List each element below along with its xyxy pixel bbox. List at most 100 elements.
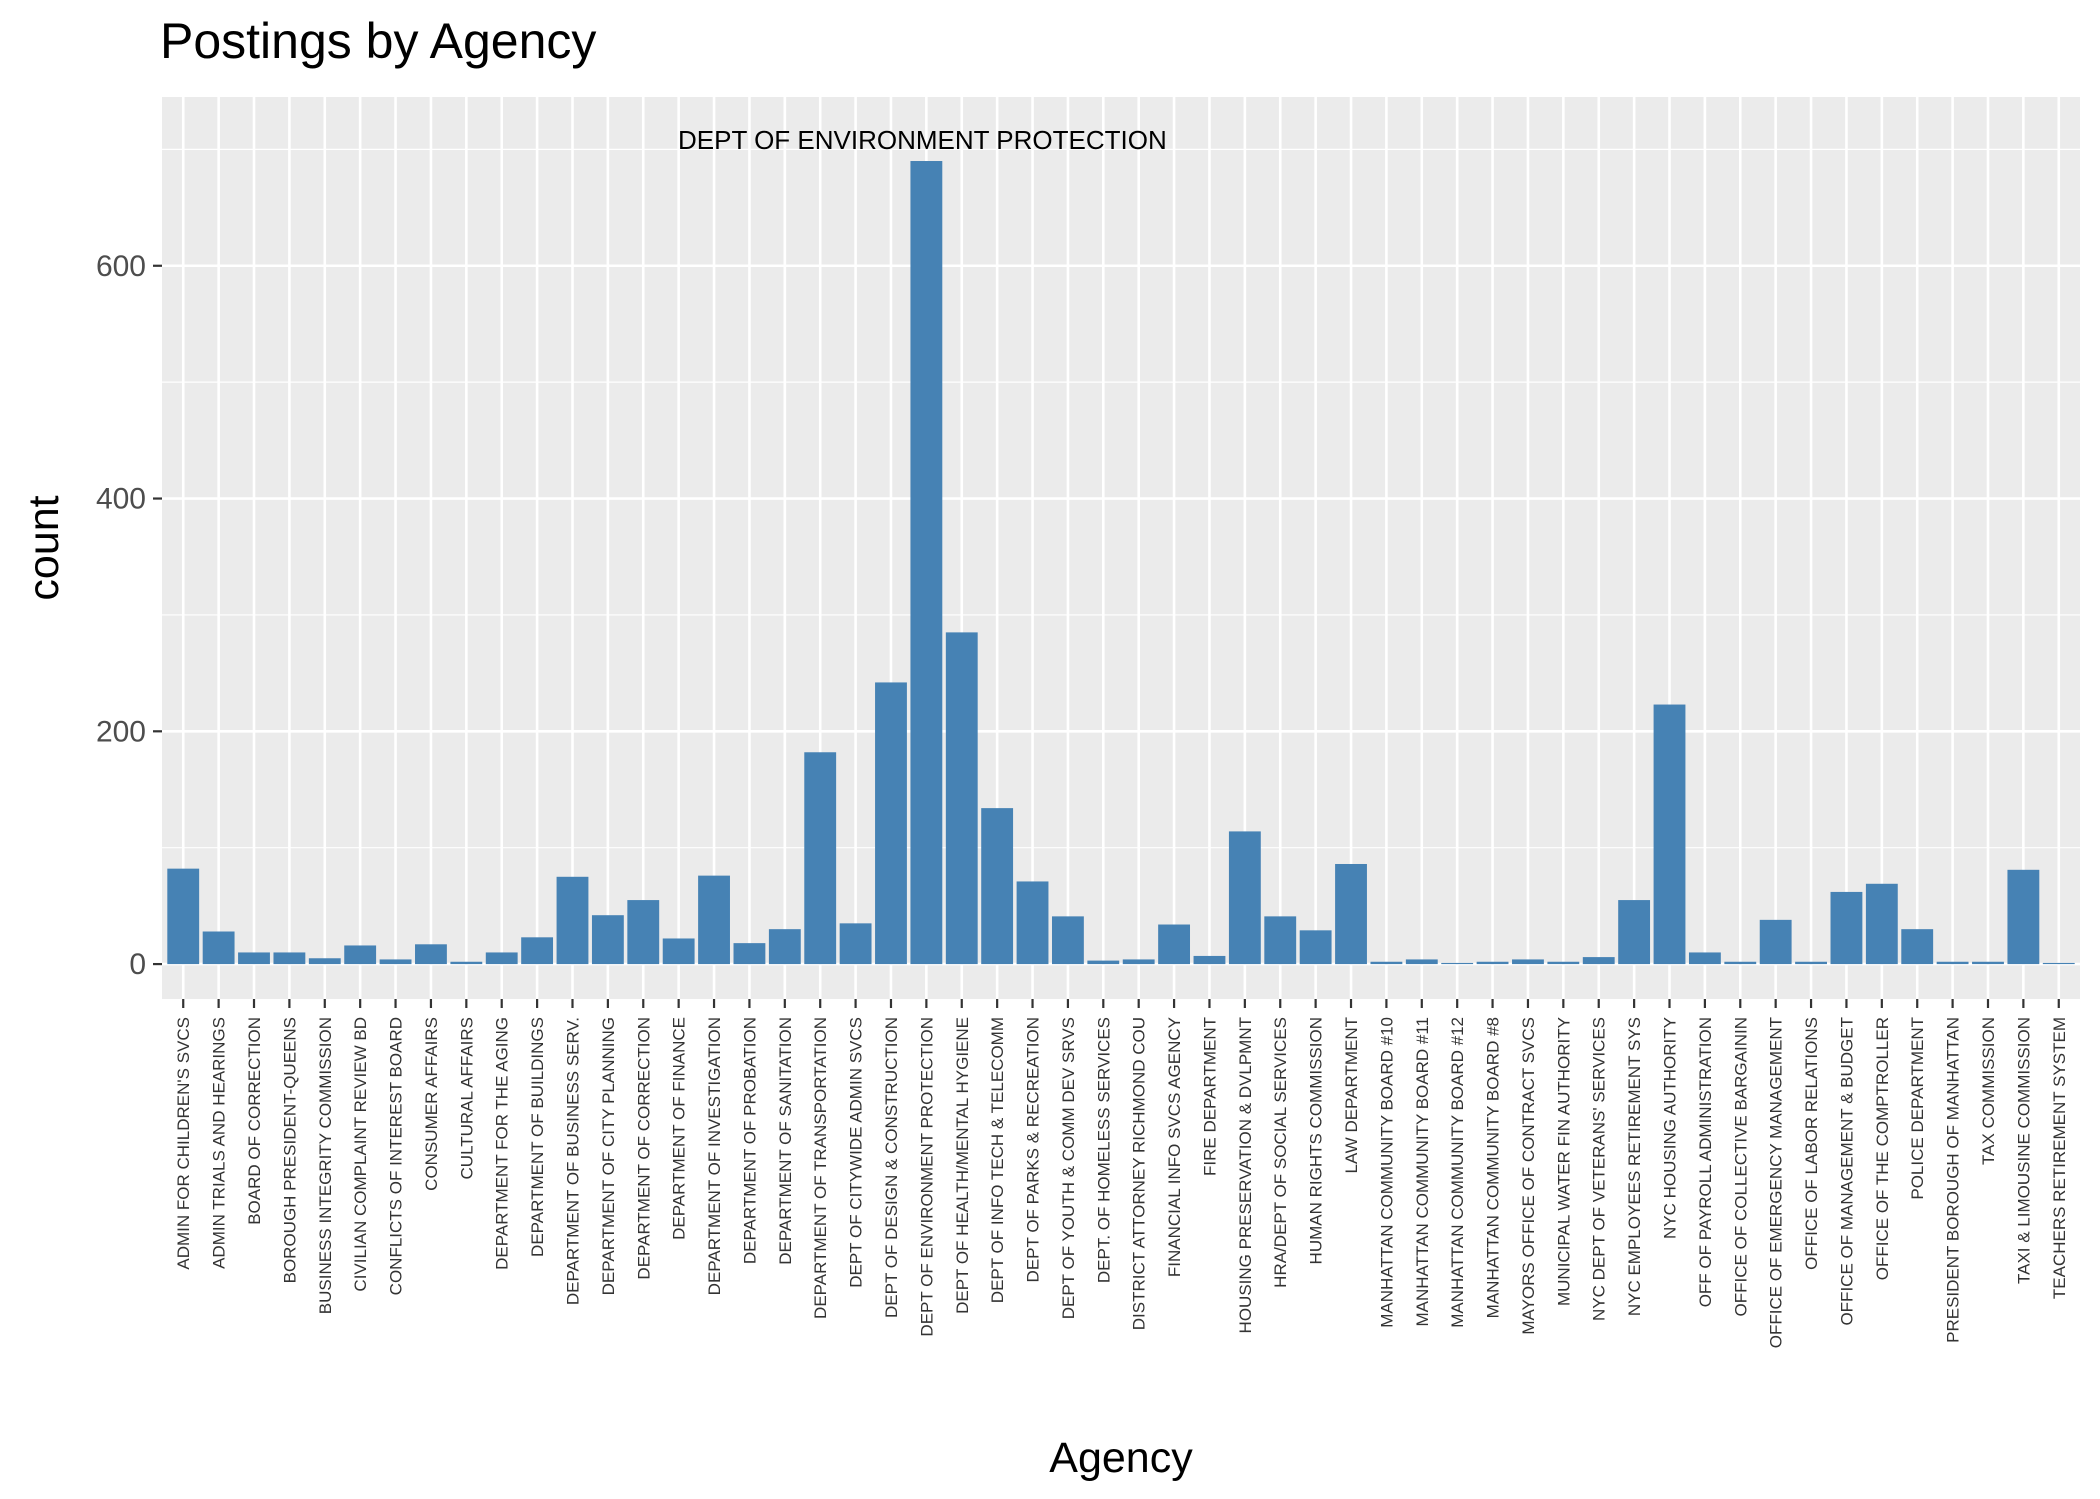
x-tick-label: MAYORS OFFICE OF CONTRACT SVCS [1519,1017,1538,1335]
bar [804,752,837,965]
y-axis: 0 200 400 600 [96,250,162,981]
bar [1016,881,1049,965]
x-tick-label: OFFICE OF EMERGENCY MANAGEMENT [1767,1017,1786,1348]
x-tick-label: TEACHERS RETIREMENT SYSTEM [2050,1017,2069,1299]
x-tick-label: ADMIN TRIALS AND HEARINGS [210,1017,229,1269]
bar [1618,900,1651,965]
bar [733,943,766,965]
bar [910,161,943,965]
bar [1264,916,1297,965]
bar [1335,863,1367,965]
bar [1228,831,1261,965]
x-axis-title: Agency [1049,1434,1193,1482]
bar [1936,961,1969,965]
x-tick-label: DEPARTMENT OF CORRECTION [634,1017,653,1280]
x-tick-label: BUSINESS INTEGRITY COMMISSION [316,1017,335,1314]
bar [1441,962,1474,965]
x-tick-label: OFFICE OF COLLECTIVE BARGAININ [1731,1017,1750,1316]
x-tick-label: CONSUMER AFFAIRS [422,1017,441,1191]
x-tick-label: DEPARTMENT OF SANITATION [776,1017,795,1265]
plot-panel [162,97,2080,999]
bar [1051,916,1084,965]
bar [238,952,270,965]
x-tick-label: HUMAN RIGHTS COMMISSION [1307,1017,1326,1264]
annotations: DEPT OF ENVIRONMENT PROTECTION [678,125,1167,155]
x-tick-label: TAX COMMISSION [1979,1017,1998,1165]
x-tick-label: DEPARTMENT OF FINANCE [670,1017,689,1240]
x-tick-label: NYC HOUSING AUTHORITY [1661,1017,1680,1239]
x-tick-label: DEPARTMENT OF BUILDINGS [528,1017,547,1257]
x-tick-label: OFFICE OF LABOR RELATIONS [1802,1017,1821,1270]
x-tick-label: DEPARTMENT FOR THE AGING [493,1017,512,1270]
bar [450,961,483,965]
x-tick-label: DEPARTMENT OF TRANSPORTATION [811,1017,830,1319]
bar [556,876,589,965]
bar [1299,930,1332,965]
bar [1688,952,1721,965]
x-tick-label: DEPT OF PARKS & RECREATION [1024,1017,1043,1282]
bar [1759,919,1792,965]
y-tick-label: 200 [96,715,146,748]
x-tick-label: DISTRICT ATTORNEY RICHMOND COU [1130,1017,1149,1330]
x-tick-label: BOARD OF CORRECTION [245,1017,264,1225]
bar [1653,704,1686,965]
x-tick-label: DEPARTMENT OF INVESTIGATION [705,1017,724,1295]
bar [167,868,200,965]
bar [1865,883,1898,965]
bar-annotation: DEPT OF ENVIRONMENT PROTECTION [678,125,1167,155]
x-tick-label: CIVILIAN COMPLAINT REVIEW BD [351,1017,370,1292]
x-tick-label: OFFICE OF MANAGEMENT & BUDGET [1837,1017,1856,1326]
bar [839,923,872,965]
bar [698,875,730,965]
bar [591,915,624,965]
x-tick-label: CONFLICTS OF INTEREST BOARD [387,1017,406,1295]
bar [1547,961,1580,965]
x-tick-label: BOROUGH PRESIDENT-QUEENS [280,1017,299,1283]
x-tick-label: OFFICE OF THE COMPTROLLER [1873,1017,1892,1280]
bar [1972,961,2004,965]
x-tick-label: CULTURAL AFFAIRS [457,1017,476,1179]
bar [308,958,341,965]
y-tick-label: 400 [96,483,146,516]
x-tick-label: DEPT OF ENVIRONMENT PROTECTION [917,1017,936,1337]
x-tick-label: DEPT OF DESIGN & CONSTRUCTION [882,1017,901,1318]
bar [2007,869,2040,965]
x-tick-label: MANHATTAN COMMUNITY BOARD #12 [1448,1017,1467,1328]
bar [1512,959,1544,965]
x-tick-label: POLICE DEPARTMENT [1908,1017,1927,1200]
bar [273,952,306,965]
bar [1901,929,1934,965]
bar [981,808,1014,965]
x-tick-label: ADMIN FOR CHILDREN'S SVCS [174,1017,193,1270]
x-tick-label: DEPARTMENT OF CITY PLANNING [599,1017,618,1295]
bar [202,931,235,965]
bar [662,938,695,965]
bar [1830,891,1863,965]
x-tick-label: MANHATTAN COMMUNITY BOARD #11 [1413,1017,1432,1327]
bar [1582,957,1615,965]
x-tick-label: DEPT OF CITYWIDE ADMIN SVCS [847,1017,866,1288]
x-tick-label: MANHATTAN COMMUNITY BOARD #8 [1484,1017,1503,1318]
x-tick-label: NYC DEPT OF VETERANS' SERVICES [1590,1017,1609,1321]
bar [945,632,978,965]
y-tick-label: 600 [96,250,146,283]
x-tick-label: MANHATTAN COMMUNITY BOARD #10 [1377,1017,1396,1328]
x-tick-label: LAW DEPARTMENT [1342,1017,1361,1173]
x-tick-label: DEPT OF INFO TECH & TELECOMM [988,1017,1007,1303]
x-tick-label: DEPARTMENT OF BUSINESS SERV. [563,1017,582,1305]
x-tick-label: FINANCIAL INFO SVCS AGENCY [1165,1017,1184,1277]
x-tick-label: MUNICIPAL WATER FIN AUTHORITY [1554,1017,1573,1306]
bar [1405,959,1438,965]
bar [1476,961,1509,965]
bar [1724,961,1757,965]
bar [1193,955,1226,965]
bar [415,944,447,965]
bar [1795,961,1827,965]
x-tick-label: DEPARTMENT OF PROBATION [740,1017,759,1264]
x-tick-label: DEPT OF YOUTH & COMM DEV SRVS [1059,1017,1078,1319]
bar [2042,962,2075,965]
x-tick-label: NYC EMPLOYEES RETIREMENT SYS [1625,1017,1644,1316]
x-tick-label: PRESIDENT BOROUGH OF MANHATTAN [1944,1017,1963,1343]
bar [521,937,554,965]
